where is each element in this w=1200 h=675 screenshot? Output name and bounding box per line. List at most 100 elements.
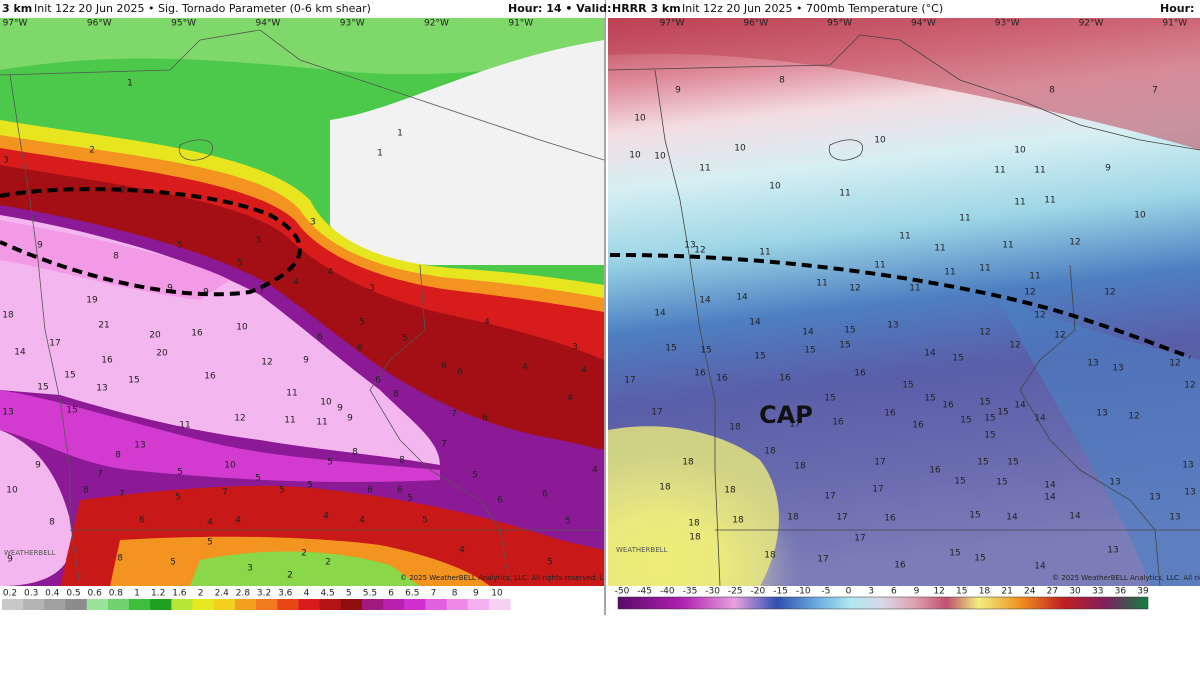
map-value: 3 bbox=[369, 284, 375, 294]
map-value: 4 bbox=[235, 516, 241, 526]
map-value: 6 bbox=[482, 414, 488, 424]
colorbar-label: 5.5 bbox=[363, 589, 377, 599]
map-value: 3 bbox=[310, 218, 316, 228]
colorbar-label: 6 bbox=[891, 587, 897, 597]
colorbar-label: 0.4 bbox=[45, 589, 60, 599]
map-value: 13 bbox=[134, 441, 145, 451]
state-border bbox=[9, 74, 81, 586]
colorbar-segment bbox=[319, 599, 342, 610]
map-value: 8 bbox=[115, 451, 121, 461]
map-value: 4 bbox=[327, 268, 333, 278]
map-value: 11 bbox=[1044, 196, 1055, 206]
colorbar-segment bbox=[23, 599, 45, 610]
map-value: 16 bbox=[694, 369, 706, 379]
header-bar bbox=[608, 0, 1200, 18]
map-value: 11 bbox=[994, 166, 1005, 176]
map-value: 5 bbox=[170, 558, 176, 568]
annotation: CAP bbox=[759, 401, 813, 429]
longitude-label: 91°W bbox=[1162, 19, 1187, 29]
map-value: 1 bbox=[127, 79, 133, 89]
map-value: 15 bbox=[37, 383, 48, 393]
map-value: 7 bbox=[259, 286, 265, 296]
colorbar-label: -40 bbox=[660, 587, 675, 597]
colorbar-label: 15 bbox=[956, 587, 967, 597]
colorbar-label: -20 bbox=[751, 587, 766, 597]
map-value: 11 bbox=[1034, 166, 1045, 176]
map-value: 12 bbox=[261, 358, 272, 368]
colorbar-label: 1.2 bbox=[151, 589, 165, 599]
colorbar-label: 6 bbox=[388, 589, 394, 599]
map-value: 11 bbox=[284, 416, 295, 426]
map-value: 15 bbox=[984, 414, 995, 424]
map-value: 10 bbox=[1014, 146, 1026, 156]
map-value: 8 bbox=[399, 456, 405, 466]
map-value: 5 bbox=[177, 241, 183, 251]
colorbar-segment bbox=[361, 599, 384, 610]
map-value: 14 bbox=[654, 309, 666, 319]
map-value: 13 bbox=[684, 241, 695, 251]
border bbox=[0, 29, 604, 161]
map-value: 15 bbox=[996, 478, 1007, 488]
colorbar-label: 3.6 bbox=[278, 589, 293, 599]
map-value: 16 bbox=[884, 409, 896, 419]
map-value: 10 bbox=[734, 144, 746, 154]
map-value: 9 bbox=[347, 414, 353, 424]
logo: WEATHERBELL bbox=[4, 549, 56, 557]
map-value: 14 bbox=[14, 348, 26, 358]
map-value: 14 bbox=[802, 328, 814, 338]
map-value: 8 bbox=[113, 252, 119, 262]
colorbar-label: 5 bbox=[346, 589, 352, 599]
colorbar-label: -5 bbox=[821, 587, 830, 597]
colorbar-label: 1.6 bbox=[172, 589, 187, 599]
map-value: 7 bbox=[222, 488, 228, 498]
state-border bbox=[1019, 264, 1161, 586]
map-value: 6 bbox=[457, 368, 463, 378]
map-fill bbox=[0, 390, 440, 482]
map-value: 21 bbox=[98, 321, 109, 331]
map-value: 11 bbox=[1029, 272, 1040, 282]
longitude-label: 94°W bbox=[911, 19, 936, 29]
map-value: 3 bbox=[3, 156, 9, 166]
map-fill bbox=[0, 220, 230, 300]
map-value: 5 bbox=[472, 471, 478, 481]
map-value: 13 bbox=[887, 321, 898, 331]
map-value: 16 bbox=[101, 356, 113, 366]
colorbar-label: 21 bbox=[1001, 587, 1012, 597]
map-value: 4 bbox=[293, 278, 299, 288]
map-value: 16 bbox=[204, 372, 216, 382]
colorbar-segment bbox=[298, 599, 321, 610]
map-value: 15 bbox=[949, 549, 960, 559]
panel-title: HRRR 3 km bbox=[612, 2, 681, 15]
map-value: 13 bbox=[1107, 546, 1118, 556]
map-value: 15 bbox=[66, 406, 77, 416]
map-value: 3 bbox=[247, 564, 253, 574]
map-value: 10 bbox=[629, 151, 641, 161]
map-value: 8 bbox=[393, 390, 399, 400]
map-value: 6 bbox=[542, 490, 548, 500]
map-value: 18 bbox=[794, 462, 806, 472]
colorbar-segment bbox=[44, 599, 67, 610]
map-fill bbox=[0, 430, 73, 586]
colorbar-label: 0.8 bbox=[109, 589, 124, 599]
colorbar-label: 24 bbox=[1024, 587, 1036, 597]
hour-label: Hour: 14 • Valid: bbox=[508, 2, 611, 15]
map-value: 18 bbox=[764, 447, 776, 457]
map-value: 18 bbox=[682, 458, 694, 468]
map-fill bbox=[0, 18, 604, 75]
map-value: 12 bbox=[1069, 238, 1080, 248]
map-value: 17 bbox=[854, 534, 865, 544]
map-value: 7 bbox=[451, 410, 457, 420]
colorbar-label: -30 bbox=[705, 587, 720, 597]
longitude-label: 93°W bbox=[340, 19, 365, 29]
map-value: 15 bbox=[979, 398, 990, 408]
map-value: 11 bbox=[1002, 241, 1013, 251]
colorbar-label: 3.2 bbox=[257, 589, 271, 599]
map-value: 14 bbox=[1034, 414, 1046, 424]
map-value: 11 bbox=[944, 268, 955, 278]
colorbar-segment bbox=[192, 599, 215, 610]
map-value: 13 bbox=[1096, 409, 1107, 419]
map-value: 13 bbox=[96, 384, 107, 394]
map-value: 14 bbox=[736, 293, 748, 303]
map-value: 8 bbox=[779, 76, 785, 86]
